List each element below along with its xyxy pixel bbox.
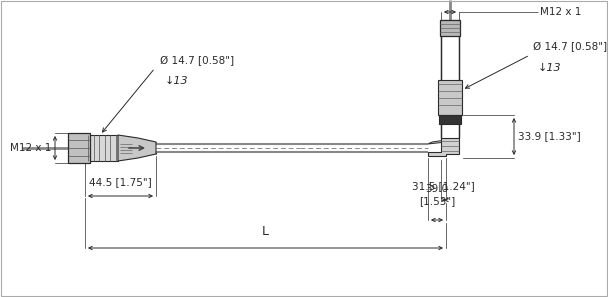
Bar	[440, 20, 460, 36]
Polygon shape	[428, 140, 446, 144]
Text: 33.9 [1.33"]: 33.9 [1.33"]	[518, 132, 581, 141]
Bar	[439, 115, 461, 124]
Text: L: L	[262, 225, 269, 238]
Polygon shape	[118, 135, 156, 161]
Text: M12 x 1: M12 x 1	[10, 143, 51, 153]
Bar	[438, 80, 462, 115]
Text: Ø 14.7 [0.58"]: Ø 14.7 [0.58"]	[160, 56, 234, 66]
Bar	[68, 133, 90, 163]
Polygon shape	[428, 138, 459, 156]
Text: ↓13: ↓13	[538, 63, 562, 73]
Text: ↓13: ↓13	[165, 76, 188, 86]
Text: M12 x 1: M12 x 1	[540, 7, 581, 17]
Text: Ø 14.7 [0.58"]: Ø 14.7 [0.58"]	[533, 42, 607, 52]
Text: 39.0
[1.53"]: 39.0 [1.53"]	[419, 184, 455, 206]
Text: 44.5 [1.75"]: 44.5 [1.75"]	[89, 177, 152, 187]
Bar	[85, 135, 118, 161]
Text: 31.5 [1.24"]: 31.5 [1.24"]	[412, 181, 475, 191]
